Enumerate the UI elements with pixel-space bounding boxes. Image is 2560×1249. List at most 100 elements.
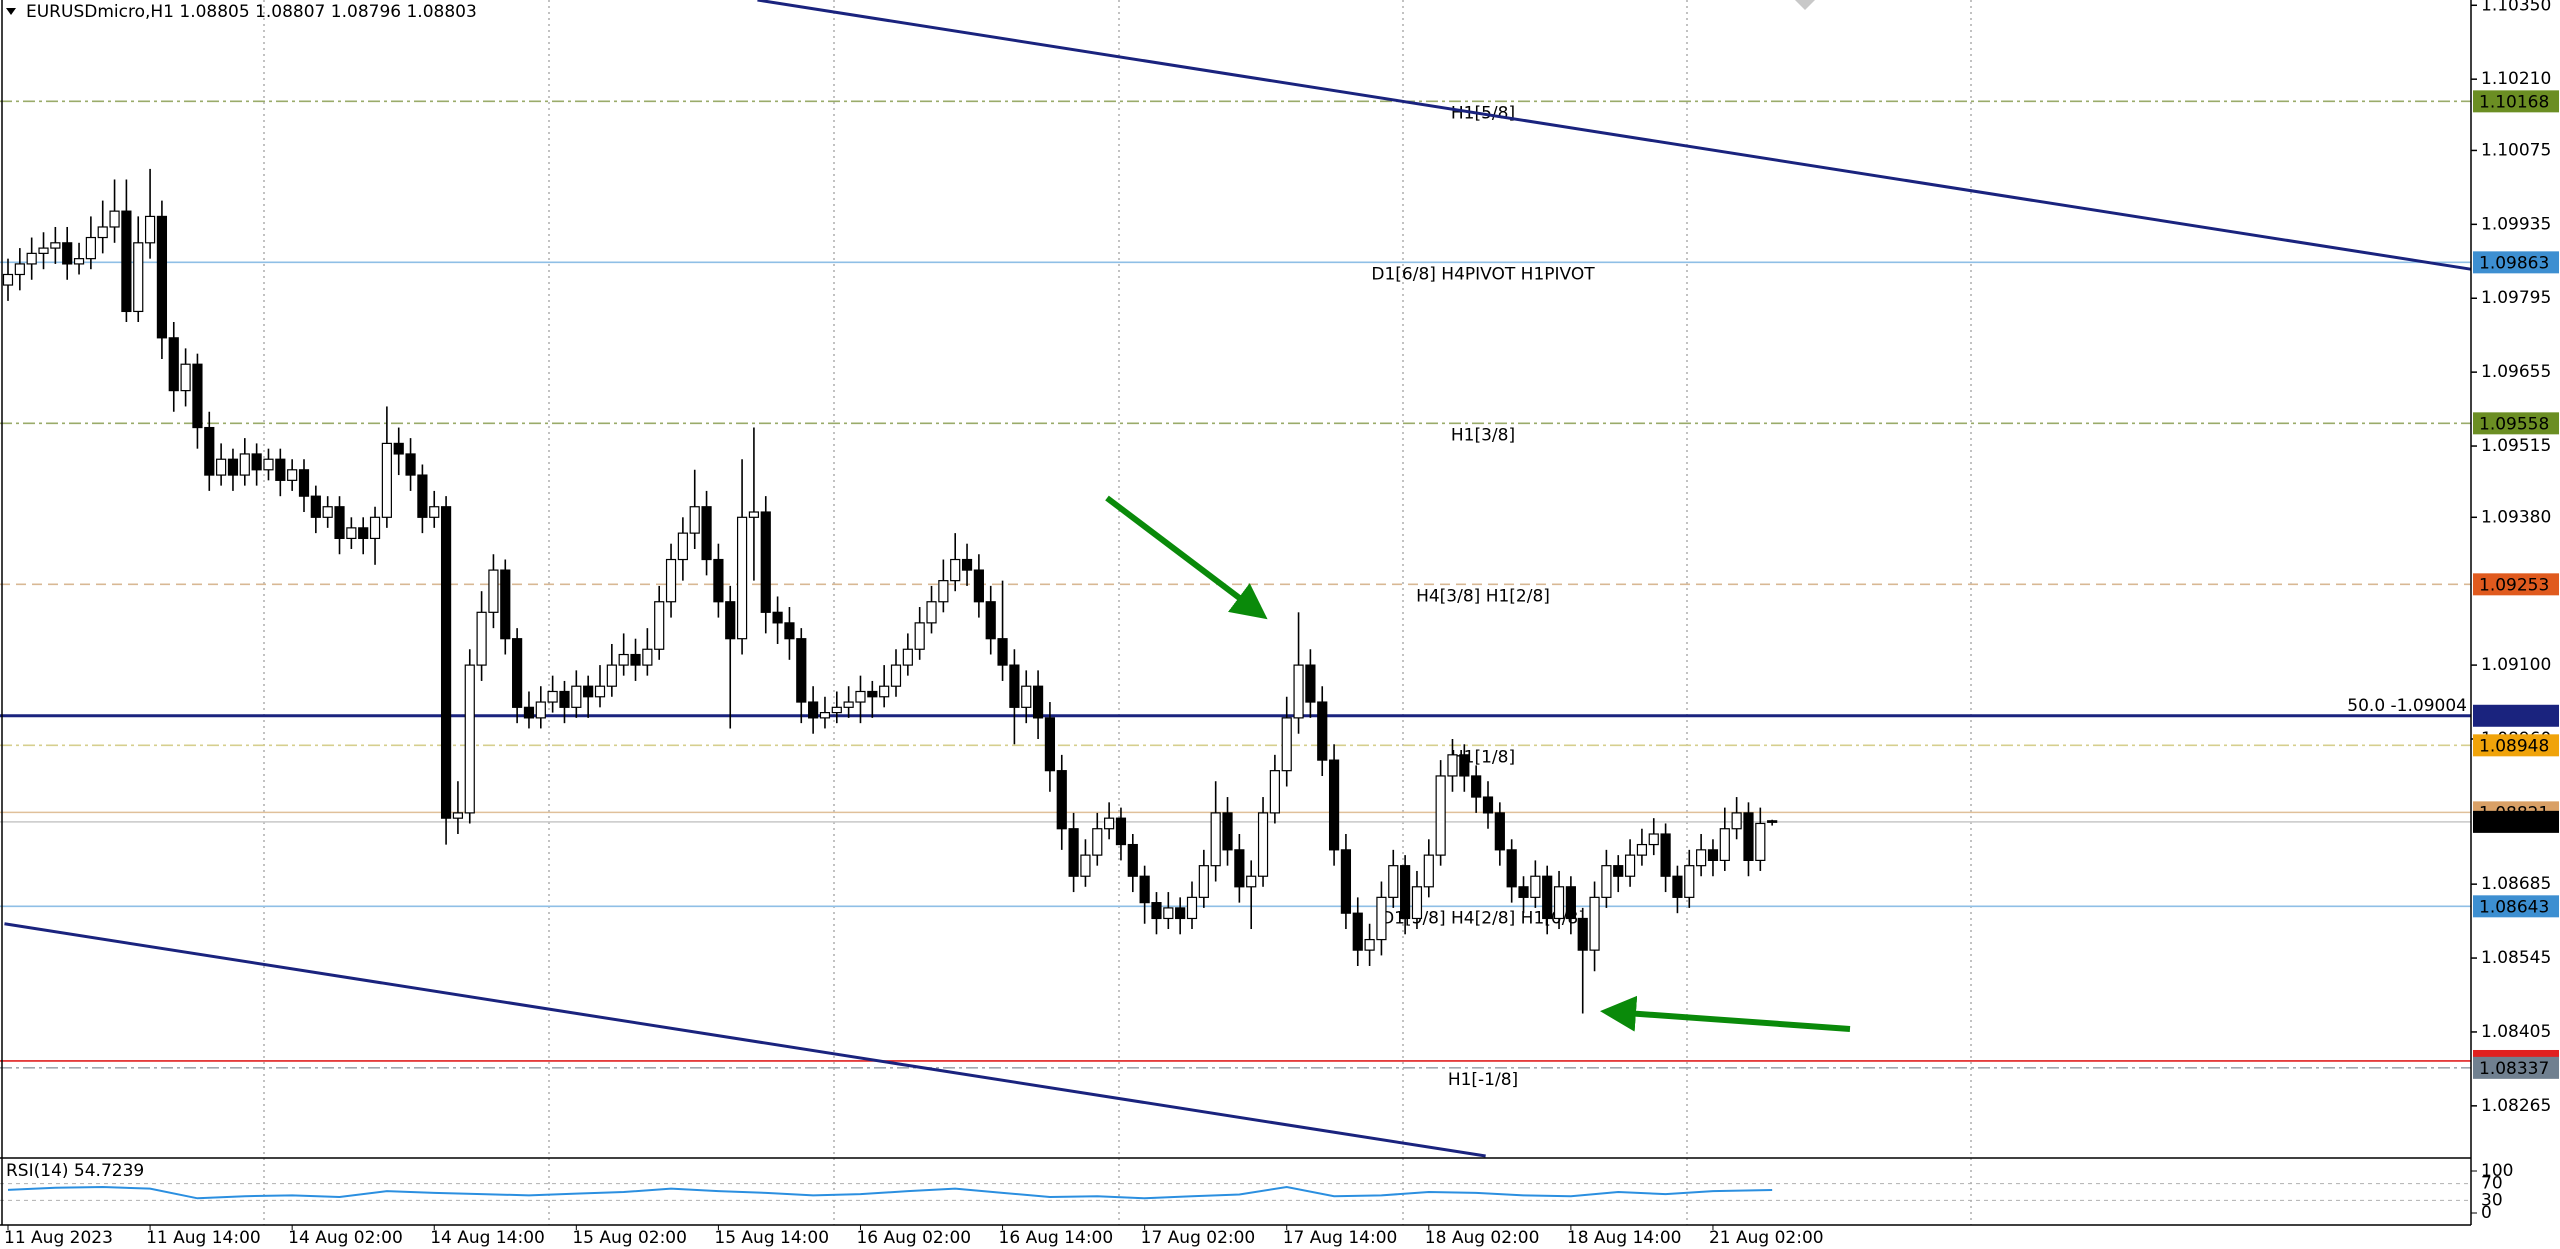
x-tick-label: 16 Aug 02:00 [856, 1228, 971, 1248]
candle-body [1767, 820, 1778, 823]
candle-body [464, 664, 475, 814]
candle-body [1293, 664, 1304, 719]
symbol-menu-icon[interactable] [6, 8, 16, 15]
candle-body [393, 442, 404, 455]
candle-body [1044, 717, 1056, 772]
candle-body [1707, 849, 1719, 862]
candle-body [725, 601, 736, 640]
x-tick-label: 15 Aug 14:00 [714, 1228, 829, 1248]
y-tick-label: 1.09935 [2481, 214, 2551, 234]
candle-body [689, 506, 700, 534]
candle-body [701, 506, 712, 561]
candle-body [654, 601, 665, 650]
y-tick-label: 0 [2481, 1203, 2492, 1223]
candle-body [1186, 896, 1198, 920]
candle-body [1672, 875, 1683, 898]
level-label: D1[5/8] H4[2/8] H1[0/8] [1381, 908, 1585, 928]
candle-body [1435, 775, 1446, 856]
candle-body [772, 611, 783, 624]
candle-body [121, 210, 132, 313]
annotation-arrows [1105, 495, 1851, 1032]
candle-body [523, 706, 535, 719]
candle-body [1506, 849, 1517, 888]
level-label: H4[3/8] H1[2/8] [1416, 586, 1550, 606]
candle-body [1660, 833, 1671, 877]
candle-body [322, 506, 333, 518]
candle-body [1080, 854, 1091, 877]
candle-body [665, 558, 677, 603]
rsi-line [7, 1185, 1773, 1200]
price-tag: 1.10168 [2479, 92, 2549, 112]
candle-body [239, 453, 250, 476]
axes: 1.10350 1.10210 1.10075 1.09935 1.09795 1.096… [4, 0, 2559, 1248]
candle-body [38, 247, 49, 254]
y-tick-label: 1.08265 [2481, 1096, 2551, 1116]
candle-body [985, 601, 996, 640]
arrow [1600, 995, 1851, 1032]
candle-body [62, 242, 73, 265]
price-tag-box [2473, 810, 2559, 833]
candle-body [1400, 865, 1411, 920]
candle-body [1624, 854, 1636, 877]
y-tick-label: 1.09515 [2481, 436, 2551, 456]
candle-body [1281, 717, 1292, 772]
panel-title: RSI(14) 54.7239 [6, 1161, 144, 1181]
candle-body [1530, 875, 1541, 898]
candle-body [14, 263, 25, 276]
candle-body [1542, 875, 1553, 920]
candle-body [1115, 817, 1127, 846]
candle-body [1731, 812, 1742, 830]
y-tick-label: 1.09655 [2481, 362, 2551, 382]
price-tag: 1.09558 [2479, 414, 2549, 434]
candle-body [500, 569, 511, 640]
candles [2, 168, 1778, 1014]
candle-body [180, 363, 191, 392]
candle-body [26, 252, 37, 265]
vertical-grid [263, 0, 1972, 1225]
candle-body [1589, 896, 1600, 951]
candle-body [1482, 796, 1494, 814]
x-tick-label: 17 Aug 02:00 [1141, 1228, 1256, 1248]
candle-body [1565, 886, 1576, 920]
candle-body [1151, 902, 1162, 920]
candle-body [381, 442, 392, 518]
level-label: H1[3/8] [1451, 425, 1515, 445]
candle-body [973, 569, 984, 603]
level-label: 50.0 -1.09004 [2347, 696, 2467, 716]
candle-body [843, 701, 854, 708]
price-tag-box [2473, 734, 2559, 757]
candle-body [796, 638, 807, 703]
candle-body [204, 426, 215, 476]
candle-body [1021, 685, 1032, 708]
candle-body [879, 685, 890, 698]
candle-body [1696, 849, 1707, 867]
candle-body [855, 690, 866, 703]
frame [0, 0, 2472, 1226]
candle-body [642, 648, 653, 666]
candle-body [831, 706, 842, 714]
chart-title: EURUSDmicro,H1 1.08805 1.08807 1.08796 1… [26, 2, 477, 22]
candle-body [890, 664, 902, 687]
candle-body [1317, 701, 1328, 761]
candle-body [1601, 865, 1612, 898]
candle-body [1613, 865, 1624, 877]
candle-body [1423, 854, 1434, 888]
price-tag: 1.09253 [2479, 575, 2549, 595]
candle-body [997, 638, 1008, 666]
trend-line [757, 0, 2471, 271]
candle-body [606, 664, 617, 687]
candle-body [1210, 812, 1221, 867]
candle-body [1198, 865, 1209, 898]
candle-body [287, 469, 298, 481]
price-tag-box [2473, 412, 2559, 435]
y-tick-label: 1.10210 [2481, 69, 2551, 89]
candle-body [760, 511, 771, 613]
y-tick-label: 1.09380 [2481, 507, 2551, 527]
y-tick-label: 1.08685 [2481, 874, 2551, 894]
candle-body [938, 580, 949, 603]
price-tag: 1.08948 [2479, 736, 2549, 756]
candle-body [192, 363, 203, 429]
